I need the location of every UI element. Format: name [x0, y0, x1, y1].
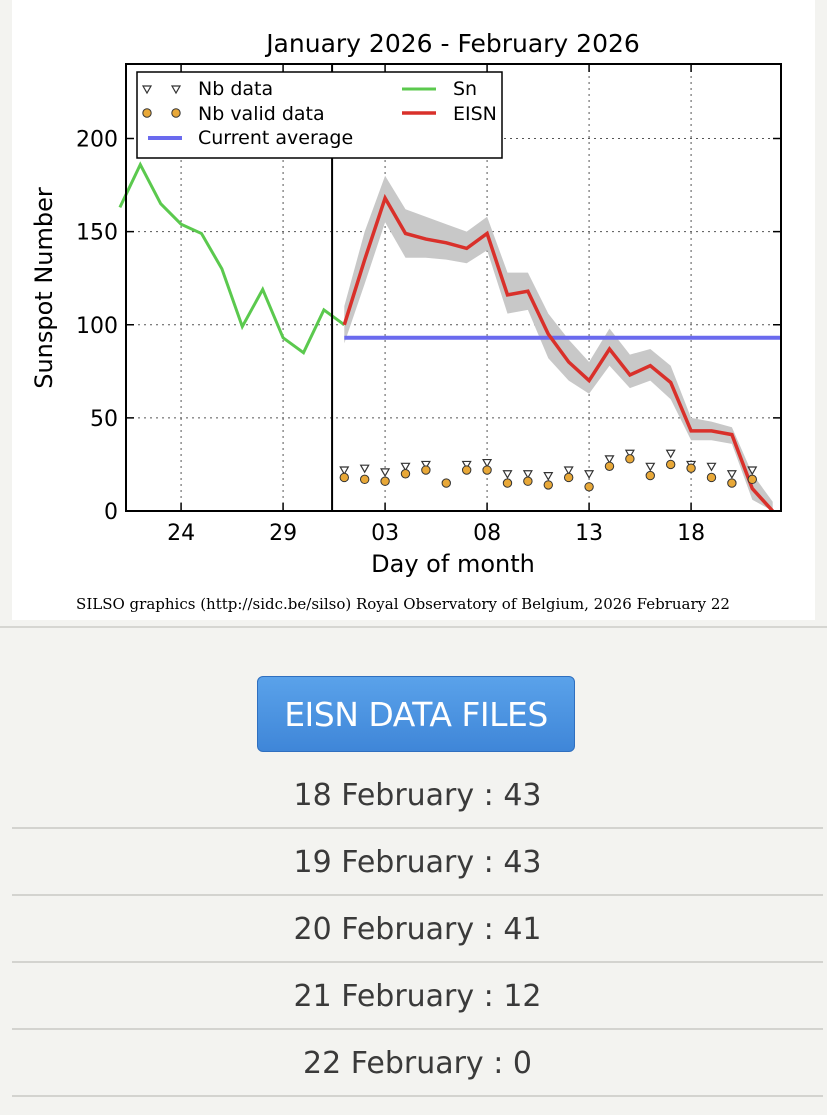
- nb-valid-data-marker: [727, 478, 737, 488]
- nb-valid-data-marker: [339, 472, 349, 483]
- nb-valid-data-marker: [706, 472, 717, 483]
- y-tick-label: 0: [104, 500, 118, 525]
- nb-data-marker: [584, 470, 595, 479]
- x-tick-label: 18: [677, 521, 705, 546]
- sunspot-chart-panel: January 2026 - February 2026 Day of mont…: [12, 0, 815, 620]
- nb-valid-data-marker: [645, 470, 655, 481]
- nb-valid-data-marker: [461, 465, 472, 475]
- plot-area: 0 50 100 150 200 24 29 03 08 13 18: [76, 63, 782, 546]
- eisn-data-files-button[interactable]: EISN DATA FILES: [257, 676, 575, 752]
- sunspot-chart: January 2026 - February 2026 Day of mont…: [30, 29, 782, 613]
- list-item: 20 February : 41: [12, 898, 823, 963]
- legend-nb-valid-label: Nb valid data: [198, 103, 325, 125]
- nb-data-marker: [706, 462, 717, 472]
- legend-average-label: Current average: [198, 127, 353, 149]
- nb-valid-data-marker: [523, 476, 533, 486]
- x-tick-label: 24: [167, 521, 195, 546]
- y-tick-label: 200: [76, 128, 118, 153]
- list-item: 22 February : 0: [12, 1032, 823, 1097]
- nb-valid-data-marker: [604, 461, 615, 471]
- nb-valid-data-marker: [441, 478, 451, 488]
- y-axis-title: Sunspot Number: [30, 187, 58, 389]
- legend-nb-valid-symbol: [171, 108, 181, 118]
- legend-nb-data-symbol: [141, 85, 153, 95]
- nb-data-marker: [645, 462, 656, 472]
- eisn-series-line: [342, 193, 774, 513]
- nb-valid-data-marker: [400, 469, 411, 479]
- nb-data-marker: [665, 449, 676, 459]
- nb-valid-data-marker: [380, 476, 390, 486]
- x-tick-label: 13: [575, 521, 603, 546]
- x-tick-label: 08: [473, 521, 501, 546]
- nb-data-marker: [400, 462, 411, 472]
- nb-valid-data-marker: [584, 482, 594, 492]
- nb-valid-data-marker: [625, 454, 635, 464]
- sn-series-line: [118, 161, 346, 355]
- y-tick-label: 50: [90, 407, 118, 432]
- section-divider: [0, 626, 827, 628]
- chart-legend: Nb data Nb valid data Current average Sn…: [136, 71, 503, 159]
- nb-data-marker: [359, 464, 370, 474]
- nb-data-marker: [543, 472, 554, 481]
- plot-frame: [125, 63, 782, 512]
- y-tick-label: 150: [76, 221, 118, 246]
- nb-valid-data-marker: [686, 463, 696, 473]
- list-item: 18 February : 43: [12, 764, 823, 829]
- list-item: 21 February : 12: [12, 965, 823, 1030]
- y-tick-label: 100: [76, 314, 118, 339]
- nb-data-marker: [624, 449, 635, 459]
- nb-data-marker: [339, 466, 350, 476]
- nb-valid-data-marker: [482, 465, 492, 475]
- nb-data-marker: [747, 466, 758, 476]
- nb-data-marker: [726, 470, 737, 479]
- nb-valid-data-marker: [563, 472, 574, 483]
- nb-valid-data-marker: [421, 465, 431, 475]
- nb-data-marker: [380, 468, 391, 478]
- legend-eisn-label: EISN: [453, 103, 497, 125]
- x-axis-title: Day of month: [371, 550, 535, 578]
- nb-data-marker: [482, 458, 493, 468]
- nb-valid-data-marker: [665, 459, 676, 470]
- legend-box: [136, 71, 503, 159]
- legend-sn-label: Sn: [453, 78, 477, 100]
- nb-data-marker: [461, 460, 472, 470]
- legend-nb-data-label: Nb data: [198, 78, 273, 100]
- x-tick-label: 29: [269, 521, 297, 546]
- recent-values-list: 18 February : 43 19 February : 43 20 Feb…: [12, 764, 823, 1099]
- nb-data-marker: [502, 470, 513, 479]
- nb-valid-data-marker: [502, 478, 513, 488]
- nb-data-marker: [604, 455, 615, 465]
- list-item: 19 February : 43: [12, 831, 823, 896]
- chart-credit: SILSO graphics (http://sidc.be/silso) Ro…: [76, 595, 730, 613]
- nb-valid-data-marker: [359, 474, 370, 485]
- x-tick-label: 03: [371, 521, 399, 546]
- nb-valid-data-marker: [543, 480, 553, 490]
- eisn-error-band: [344, 175, 773, 512]
- nb-valid-data-marker: [747, 474, 757, 485]
- nb-data-marker: [522, 470, 533, 479]
- nb-data-marker: [563, 466, 574, 476]
- legend-nb-data-symbol: [170, 85, 182, 95]
- legend-nb-valid-symbol: [142, 108, 152, 118]
- chart-title: January 2026 - February 2026: [264, 29, 640, 58]
- nb-data-marker: [420, 460, 431, 470]
